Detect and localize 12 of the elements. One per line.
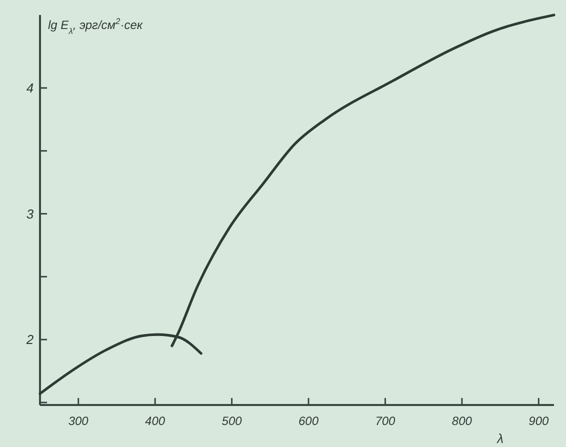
y-tick-label: 3 bbox=[26, 206, 34, 222]
y-axis-title: lg E$_{λ}$, эрг/см$^{2}$·сек bbox=[48, 16, 144, 36]
x-tick-label: 300 bbox=[68, 414, 89, 428]
x-tick-label: 800 bbox=[452, 414, 472, 428]
x-axis-title: λ bbox=[496, 431, 504, 446]
y-tick-label: 2 bbox=[25, 332, 34, 348]
x-tick-label: 500 bbox=[222, 414, 242, 428]
x-tick-label: 600 bbox=[298, 414, 319, 428]
x-tick-label: 400 bbox=[145, 414, 166, 428]
x-tick-label: 700 bbox=[375, 414, 396, 428]
y-tick-label: 4 bbox=[26, 80, 34, 96]
x-tick-label: 900 bbox=[528, 414, 549, 428]
